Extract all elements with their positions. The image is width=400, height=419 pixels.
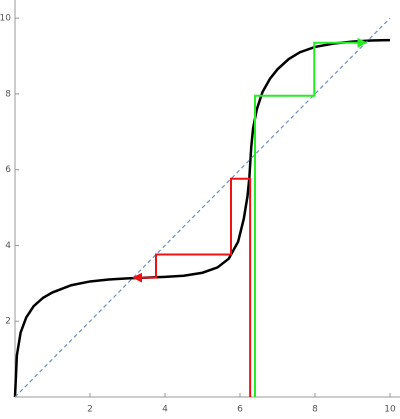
y-tick-label: 6 [5,165,11,175]
y-tick-label: 2 [5,317,11,327]
x-tick-label: 8 [312,405,318,415]
series-line [14,17,391,398]
series-line [254,37,368,397]
x-tick-label: 4 [162,405,168,415]
x-tick-label: 6 [237,405,243,415]
series-line [132,177,252,397]
y-tick-label: 10 [0,14,11,24]
y-tick-label: 4 [5,241,11,251]
series-line [13,38,391,398]
x-tick-label: 10 [384,405,396,415]
x-tick-label: 2 [87,405,93,415]
y-tick-label: 8 [5,89,11,99]
